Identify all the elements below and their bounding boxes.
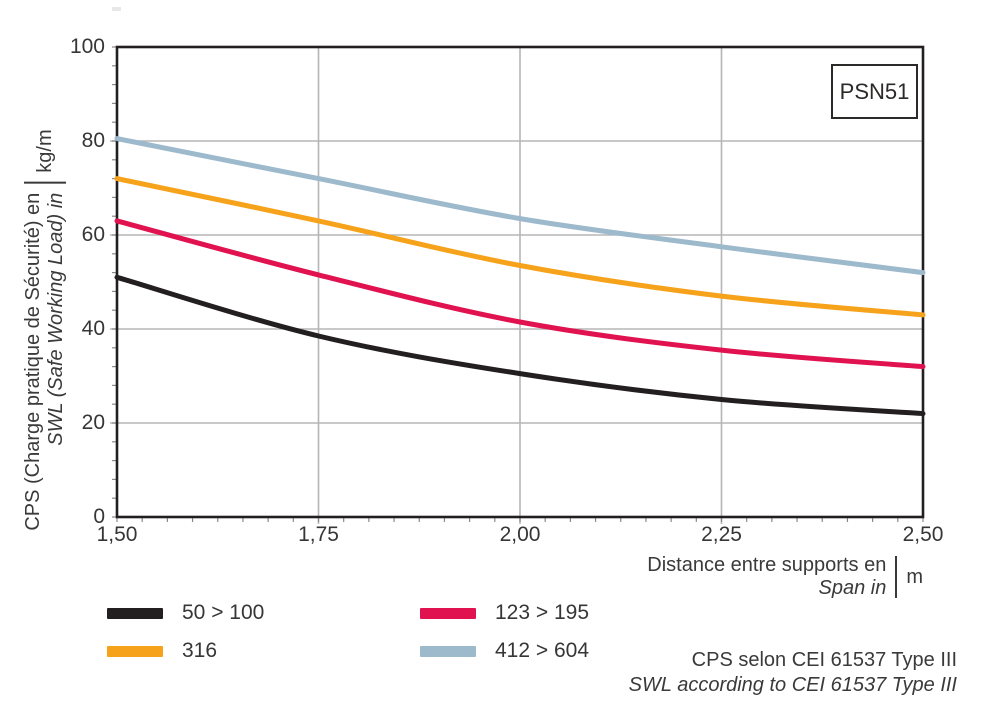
- legend-swatch: [420, 645, 476, 657]
- x-axis-title-fr: Distance entre supports en: [647, 554, 887, 576]
- y-tick-label: 100: [69, 35, 105, 58]
- legend-label: 123 > 195: [495, 601, 590, 624]
- legend-item: 412 > 604: [420, 639, 667, 663]
- standard-note-en: SWL according to CEI 61537 Type III: [628, 674, 957, 696]
- y-tick-label: 0: [93, 505, 105, 528]
- y-axis-title-text: CPS (Charge pratique de Sécurité) en SWL…: [22, 193, 68, 531]
- y-tick-label: 40: [81, 317, 105, 340]
- y-axis-ticks: 100 80 60 40 20 0: [40, 35, 105, 529]
- curve-50-100: [114, 274, 926, 417]
- y-axis-unit-divider: [24, 181, 66, 184]
- plot-frame: [115, 45, 925, 519]
- curve-316: [114, 176, 926, 318]
- legend-item: 123 > 195: [420, 601, 667, 625]
- product-label: PSN51: [839, 78, 910, 104]
- x-axis-title-text: Distance entre supports en Span in: [647, 554, 886, 600]
- standard-note: CPS selon CEI 61537 Type III SWL accordi…: [629, 648, 957, 698]
- legend-label: 50 > 100: [182, 601, 265, 624]
- y-axis-title-fr: CPS (Charge pratique de Sécurité) en: [22, 192, 44, 531]
- y-axis-title: CPS (Charge pratique de Sécurité) en SWL…: [22, 129, 68, 530]
- legend-swatch: [420, 607, 476, 619]
- legend-item: 316: [107, 639, 420, 663]
- x-tick-label: 1,50: [96, 523, 138, 546]
- legend-item: 50 > 100: [107, 601, 420, 625]
- print-artifact: [112, 7, 121, 11]
- y-tick-label: 80: [81, 129, 105, 152]
- legend-label: 316: [182, 639, 218, 662]
- x-axis-unit-divider: [895, 556, 898, 598]
- y-axis-title-en: SWL (Safe Working Load) in: [45, 192, 67, 446]
- y-tick-label: 20: [81, 411, 105, 434]
- x-axis-title-en: Span in: [818, 577, 887, 599]
- curve-412-604: [114, 136, 926, 276]
- x-tick-label: 2,00: [499, 523, 541, 546]
- standard-note-fr: CPS selon CEI 61537 Type III: [691, 649, 957, 671]
- x-tick-label: 2,25: [701, 523, 742, 546]
- x-axis-title: Distance entre supports en Span in m: [647, 554, 923, 600]
- x-axis-ticks: 1,50 1,75 2,00 2,25 2,50: [84, 523, 956, 549]
- legend: 50 > 100 123 > 195 316 412 > 604: [107, 594, 667, 670]
- y-tick-label: 60: [81, 223, 105, 246]
- legend-label: 412 > 604: [495, 639, 590, 662]
- x-tick-label: 2,50: [902, 523, 944, 546]
- x-axis-unit: m: [906, 565, 923, 588]
- plot-svg: [110, 45, 926, 524]
- x-tick-label: 1,75: [298, 523, 339, 546]
- curve-123-195: [114, 218, 926, 370]
- legend-swatch: [107, 645, 163, 657]
- legend-swatch: [107, 607, 163, 619]
- y-axis-unit: kg/m: [33, 129, 56, 173]
- product-label-box: PSN51: [831, 64, 918, 119]
